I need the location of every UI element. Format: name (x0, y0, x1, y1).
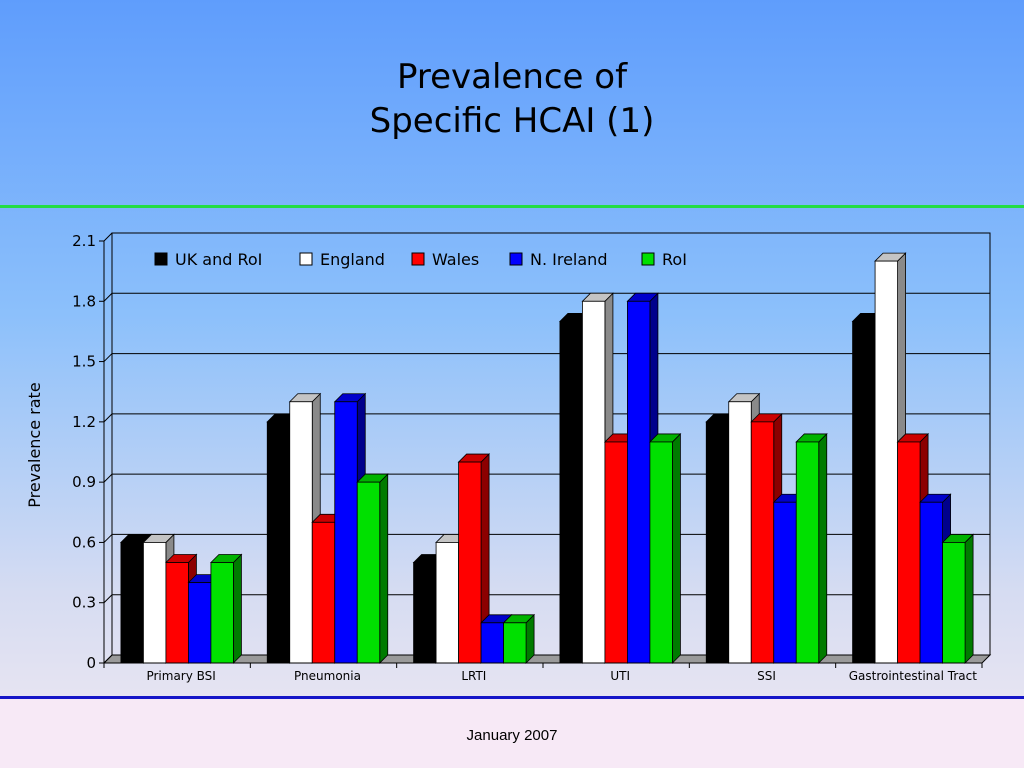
legend-swatch (299, 252, 313, 266)
bar-front (458, 461, 482, 664)
y-tick-label: 1.2 (72, 413, 96, 431)
y-tick-label: 0.3 (72, 594, 96, 612)
bar-front (435, 542, 459, 664)
legend-label: RoI (662, 250, 687, 269)
title-line-2: Specific HCAI (1) (369, 101, 655, 141)
bar (795, 432, 828, 664)
bar-front (356, 481, 381, 664)
y-tick-diagonal (103, 594, 113, 604)
legend-label: UK and RoI (175, 250, 262, 269)
footer-band (0, 698, 1024, 768)
bar-front (559, 320, 583, 664)
bar-chart: 0 0.3 0.6 0.9 1.2 1.5 1.8 2.1 Primary BSI Pneumo… (25, 232, 992, 683)
legend-label: England (320, 250, 385, 269)
y-tick-labels: 0 0.3 0.6 0.9 1.2 1.5 1.8 2.1 (72, 232, 96, 672)
x-tick-label: Gastrointestinal Tract (849, 669, 977, 683)
axes (99, 232, 983, 668)
bar-front (942, 542, 966, 664)
bar-front (919, 501, 943, 664)
footer-date: January 2007 (466, 727, 558, 744)
x-tick-label: Primary BSI (146, 669, 215, 683)
bar-front (649, 441, 673, 664)
x-tick-label: LRTI (461, 669, 486, 683)
y-tick-diagonal (103, 232, 113, 242)
bar-front (773, 501, 797, 664)
bar-front (728, 401, 752, 664)
y-tick-label: 1.8 (72, 292, 96, 310)
x-tick-labels: Primary BSI Pneumonia LRTI UTI SSI Gastrointe… (146, 669, 977, 683)
bar-front (480, 622, 504, 664)
x-tick-label: Pneumonia (294, 669, 361, 683)
bars (119, 252, 975, 664)
bar (648, 432, 682, 664)
y-tick-diagonal (103, 654, 113, 664)
bar (941, 533, 975, 664)
bar-side (233, 553, 242, 664)
y-tick-diagonal (103, 534, 113, 543)
legend-swatch (509, 252, 523, 266)
bar (356, 473, 389, 664)
bottom-divider (0, 696, 1024, 699)
legend-swatch (411, 252, 425, 266)
bar-front (897, 441, 921, 664)
bar-side (379, 473, 389, 664)
y-tick-diagonal (103, 413, 113, 423)
bar-front (795, 441, 820, 664)
bar-front (120, 542, 144, 664)
bar-front (750, 421, 775, 664)
bar-front (627, 300, 651, 664)
y-tick-label: 0.9 (72, 473, 96, 491)
bar-side (672, 432, 681, 664)
bar-front (289, 401, 313, 664)
y-tick-label: 1.5 (72, 353, 96, 371)
gridlines (112, 232, 990, 596)
y-tick-label: 0 (86, 654, 96, 672)
legend-label: Wales (432, 250, 479, 269)
bar-front (852, 320, 876, 664)
bar (209, 553, 243, 664)
bar-front (311, 521, 336, 664)
y-tick-label: 2.1 (72, 232, 96, 250)
bar-front (874, 260, 898, 664)
legend-label: N. Ireland (530, 250, 607, 269)
x-tick-label: SSI (757, 669, 776, 683)
bar-front (165, 562, 189, 664)
bar-side (964, 533, 974, 664)
bar-front (210, 562, 234, 664)
bar-front (582, 300, 606, 664)
y-tick-diagonal (103, 473, 113, 483)
bar-front (188, 582, 212, 664)
y-tick-label: 0.6 (72, 533, 96, 551)
legend-swatch (641, 252, 655, 266)
bar-front (705, 421, 730, 664)
bar-front (334, 401, 358, 664)
legend-swatch (154, 252, 168, 266)
y-tick-diagonal (103, 353, 113, 362)
slide-title: Prevalence of Specific HCAI (1) (0, 55, 1024, 143)
top-divider (0, 205, 1024, 208)
bar-front (503, 622, 527, 664)
bar (457, 453, 491, 664)
bar-front (604, 441, 628, 664)
bar-side (818, 432, 828, 664)
bar-front (266, 421, 291, 664)
x-tick-label: UTI (610, 669, 630, 683)
bar-front (143, 542, 167, 664)
bar-front (413, 562, 437, 664)
y-tick-diagonal (103, 292, 113, 302)
bar (502, 613, 536, 664)
legend: UK and RoI England Wales N. Ireland RoI (154, 250, 687, 269)
title-line-1: Prevalence of (396, 57, 628, 97)
y-axis-label: Prevalence rate (25, 382, 44, 507)
